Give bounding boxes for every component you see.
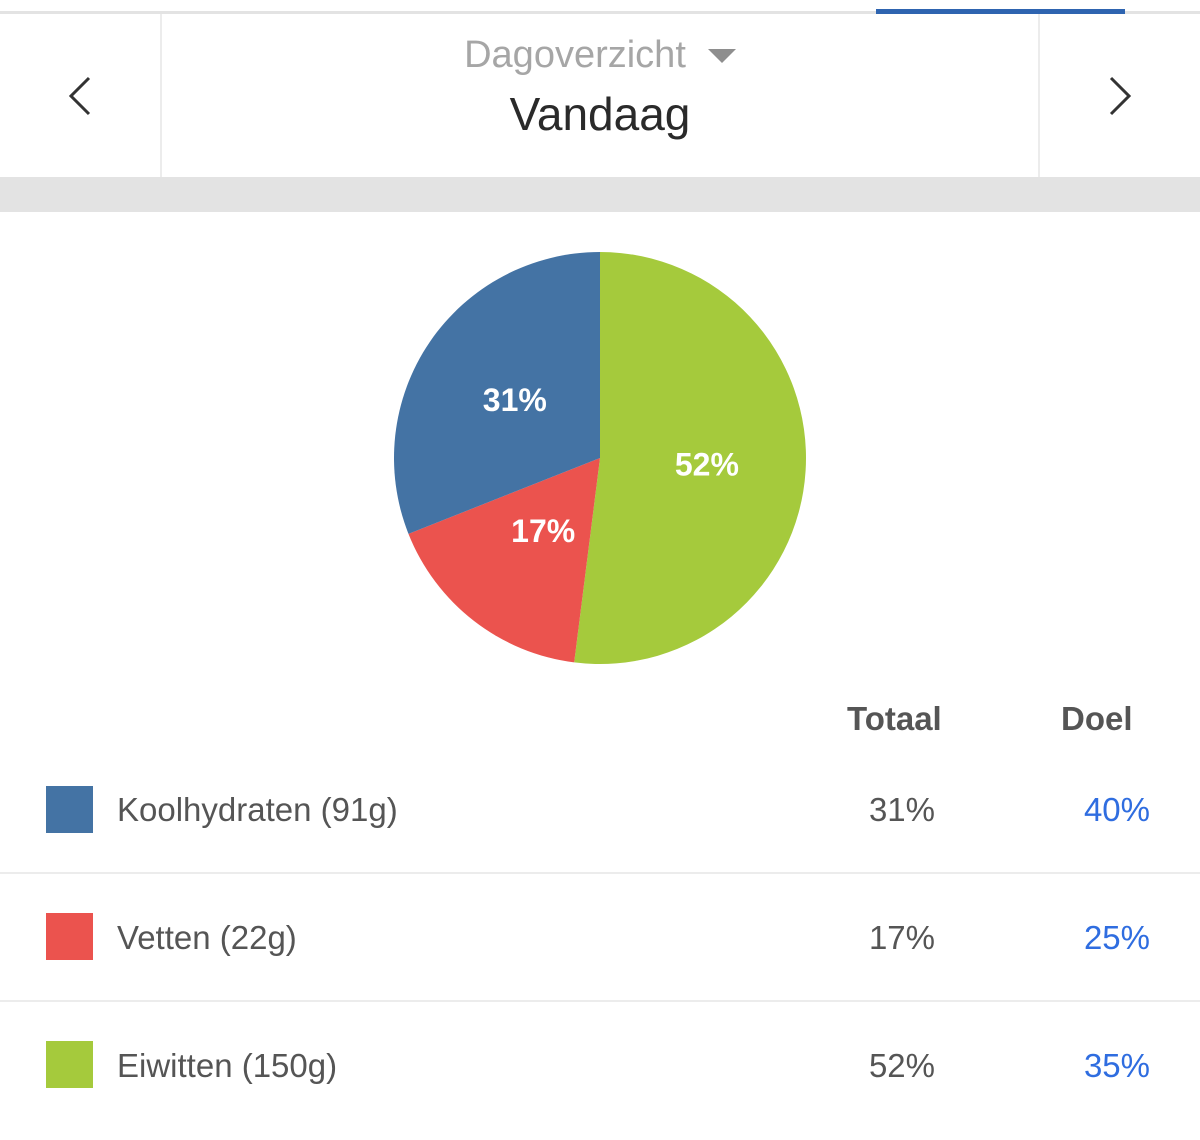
table-row: Eiwitten (150g) 52% 35% xyxy=(0,1001,1200,1128)
section-divider xyxy=(0,177,1200,212)
date-header: Dagoverzicht Vandaag xyxy=(0,14,1200,177)
pie-label-koolhydraten: 31% xyxy=(483,382,547,418)
legend-swatch-carbs xyxy=(46,786,93,833)
pie-slice-koolhydraten xyxy=(394,252,600,534)
pie-slice-eiwitten xyxy=(574,252,806,664)
pie-label-eiwitten: 52% xyxy=(675,447,739,483)
pie-label-vetten: 17% xyxy=(511,513,575,549)
chevron-right-icon xyxy=(1109,76,1132,115)
legend-swatch-fats xyxy=(46,913,93,960)
row-goal[interactable]: 40% xyxy=(1083,791,1150,828)
chevron-left-icon xyxy=(68,76,91,115)
row-label: Eiwitten (150g) xyxy=(117,1047,338,1084)
row-goal[interactable]: 25% xyxy=(1083,919,1150,956)
macro-pie-chart: 52% 17% 31% xyxy=(394,252,806,664)
table-row: Vetten (22g) 17% 25% xyxy=(0,873,1200,1002)
row-total: 17% xyxy=(868,919,935,956)
row-label: Vetten (22g) xyxy=(117,919,297,956)
previous-day-button[interactable] xyxy=(0,14,162,177)
row-label: Koolhydraten (91g) xyxy=(117,791,398,828)
column-header-goal: Doel xyxy=(1061,700,1133,737)
active-tab-indicator xyxy=(876,9,1125,14)
view-dropdown-label: Dagoverzicht xyxy=(464,34,686,76)
top-divider xyxy=(0,11,1200,14)
view-dropdown[interactable]: Dagoverzicht xyxy=(464,34,736,77)
date-selector: Dagoverzicht Vandaag xyxy=(162,14,1038,177)
pie-slice-vetten xyxy=(408,458,600,663)
row-total: 52% xyxy=(868,1047,935,1084)
column-header-total: Totaal xyxy=(847,700,942,737)
next-day-button[interactable] xyxy=(1038,14,1200,177)
legend-swatch-proteins xyxy=(46,1041,93,1088)
row-goal[interactable]: 35% xyxy=(1083,1047,1150,1084)
row-total: 31% xyxy=(868,791,935,828)
page-title: Vandaag xyxy=(509,88,691,140)
table-row: Koolhydraten (91g) 31% 40% xyxy=(0,745,1200,874)
caret-down-icon xyxy=(707,48,736,63)
